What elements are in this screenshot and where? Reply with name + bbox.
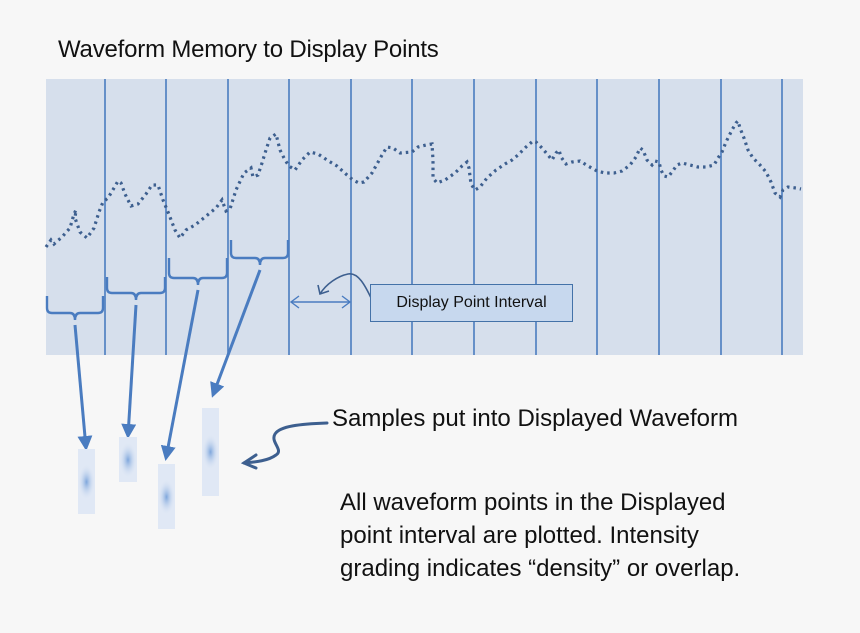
callout-curved-arrow: [317, 273, 373, 301]
description-text: All waveform points in the Displayed poi…: [340, 486, 740, 585]
sample-arrows: [73, 269, 262, 461]
description-line: point interval are plotted. Intensity: [340, 522, 699, 549]
sample-bars: [78, 408, 219, 529]
samples-label: Samples put into Displayed Waveform: [332, 405, 738, 432]
interval-double-arrow: [289, 295, 352, 309]
description-line: All waveform points in the Displayed: [340, 489, 726, 516]
samples-squiggle-arrow: [240, 421, 329, 470]
display-point-interval-callout: Display Point Interval: [370, 284, 573, 322]
description-line: grading indicates “density” or overlap.: [340, 555, 741, 582]
interval-braces: [45, 240, 290, 321]
diagram-title: Waveform Memory to Display Points: [58, 36, 439, 63]
